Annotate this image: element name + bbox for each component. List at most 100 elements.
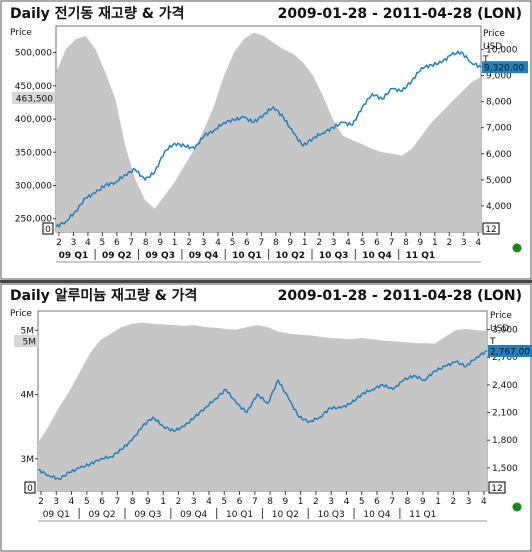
inventory-area	[56, 32, 481, 232]
quarter-label: 09 Q3	[134, 510, 161, 520]
x-tick-label: 7	[114, 497, 120, 507]
x-tick-label: 2	[446, 238, 452, 248]
x-tick-label: 2	[316, 238, 322, 248]
left-tick-label: 450,000	[15, 82, 52, 92]
right-axis-title-line1: Price	[490, 311, 512, 321]
x-tick-label: 1	[432, 238, 438, 248]
x-tick-label: 9	[282, 497, 288, 507]
x-tick-label: 3	[53, 497, 59, 507]
date-range: 2009-01-28 - 2011-04-28 (LON)	[278, 288, 522, 304]
price-line	[37, 350, 488, 481]
x-tick-label: 8	[405, 497, 411, 507]
quarter-label: 10 Q1	[226, 510, 253, 520]
x-tick-label: 3	[201, 238, 207, 248]
x-tick-label: 2	[176, 497, 182, 507]
x-tick-label: 3	[71, 238, 77, 248]
x-tick-label: 4	[206, 497, 212, 507]
chart-title: Daily 전기동 재고량 & 가격	[10, 5, 185, 22]
x-tick-label: 1	[172, 238, 178, 248]
x-tick-label: 4	[85, 238, 91, 248]
x-tick-label: 7	[259, 238, 265, 248]
x-tick-label: 4	[345, 238, 351, 248]
copper-plot: 250,000 300,000 350,000 400,000 450,000 500,0…	[12, 25, 528, 263]
x-tick-label: 7	[128, 238, 134, 248]
x-tick-label: 4	[69, 497, 75, 507]
right-axis-title-line2: USD	[483, 42, 502, 52]
x-tick-label: 5	[221, 497, 227, 507]
quarter-label: 09 Q2	[89, 510, 116, 520]
x-tick-label: 6	[374, 238, 380, 248]
left-tick-label: 500,000	[15, 49, 52, 59]
x-tick-label: 3	[461, 238, 467, 248]
quarter-label: 10 Q4	[362, 251, 392, 261]
quarter-label: 10 Q1	[232, 251, 262, 261]
x-tick-label: 8	[267, 497, 273, 507]
x-tick-label: 2	[56, 238, 62, 248]
x-tick-label: 5	[360, 238, 366, 248]
left-value-tag-label: 5M	[23, 338, 37, 348]
copper-panel: Daily 전기동 재고량 & 가격 2009-01-28 - 2011-04-…	[0, 0, 532, 280]
right-axis-title-line3: T	[482, 55, 489, 65]
quarter-label: 10 Q4	[363, 510, 390, 520]
quarter-label: 09 Q1	[43, 510, 70, 520]
quarter-label: 09 Q4	[180, 510, 207, 520]
right-tick-label: 5,000	[486, 176, 512, 186]
x-tick-label: 9	[145, 497, 151, 507]
panel-border	[0, 283, 532, 552]
x-tick-label: 1	[302, 238, 308, 248]
right-scale-box	[488, 481, 506, 494]
right-tick-label: 2,700	[492, 353, 518, 363]
x-tick-label: 9	[418, 238, 424, 248]
x-tick-label: 6	[374, 497, 380, 507]
left-tick-label: 5M	[21, 326, 35, 336]
price-tag-label: 2,767.00	[490, 347, 530, 357]
x-tick-label: 6	[237, 497, 243, 507]
x-tick-label: 1	[298, 497, 304, 507]
copper-chart: Daily 전기동 재고량 & 가격 2009-01-28 - 2011-04-…	[0, 0, 532, 280]
price-tag-label: 9,320.00	[484, 64, 524, 74]
x-tick-label: 7	[389, 238, 395, 248]
panel-divider	[0, 280, 532, 283]
x-tick-label: 3	[466, 497, 472, 507]
x-tick-label: 4	[215, 238, 221, 248]
right-tick-label: 9,000	[486, 72, 512, 82]
right-tick-label: 10,000	[486, 45, 518, 55]
right-tick-label: 7,000	[486, 124, 512, 134]
right-tick-label: 3,000	[492, 325, 518, 335]
x-tick-label: 4	[475, 238, 481, 248]
status-dot	[512, 243, 522, 253]
left-tick-label: 250,000	[15, 215, 52, 225]
quarter-label: 09 Q2	[102, 251, 132, 261]
x-tick-label: 9	[157, 238, 163, 248]
x-tick-label: 8	[403, 238, 409, 248]
left-tick-label: 300,000	[15, 181, 52, 191]
quarter-label: 09 Q4	[189, 251, 219, 261]
left-value-tag	[12, 92, 55, 104]
aluminum-panel: Daily 알루미늄 재고량 & 가격 2009-01-28 - 2011-04…	[0, 283, 532, 552]
x-tick-label: 5	[100, 238, 106, 248]
panel-border	[0, 0, 532, 280]
price-line	[55, 50, 482, 229]
right-tick-label: 6,000	[486, 150, 512, 160]
x-tick-label: 8	[130, 497, 136, 507]
quarter-label: 11 Q1	[406, 251, 436, 261]
left-tick-label: 3M	[21, 455, 35, 465]
quarter-label: 10 Q2	[276, 251, 306, 261]
quarter-label: 10 Q3	[319, 251, 349, 261]
right-scale-box	[482, 222, 500, 235]
x-tick-label: 1	[160, 497, 166, 507]
aluminum-plot: 3M 4M 5M 1,500 1,800 2,100 2,400 2,700 3,000 5M 2,…	[14, 310, 532, 522]
right-tick-label: 2,400	[492, 381, 518, 391]
right-scale-box-label: 12	[491, 484, 502, 494]
left-scale-box	[24, 481, 36, 494]
quarter-label: 10 Q2	[272, 510, 299, 520]
x-tick-label: 3	[331, 238, 337, 248]
left-value-tag	[14, 335, 38, 347]
date-range: 2009-01-28 - 2011-04-28 (LON)	[278, 6, 522, 22]
x-tick-label: 7	[389, 497, 395, 507]
x-tick-label: 7	[252, 497, 258, 507]
left-tick-label: 400,000	[15, 115, 52, 125]
x-tick-label: 3	[191, 497, 197, 507]
right-axis-title-line2: USD	[490, 324, 509, 334]
inventory-area	[38, 322, 487, 491]
